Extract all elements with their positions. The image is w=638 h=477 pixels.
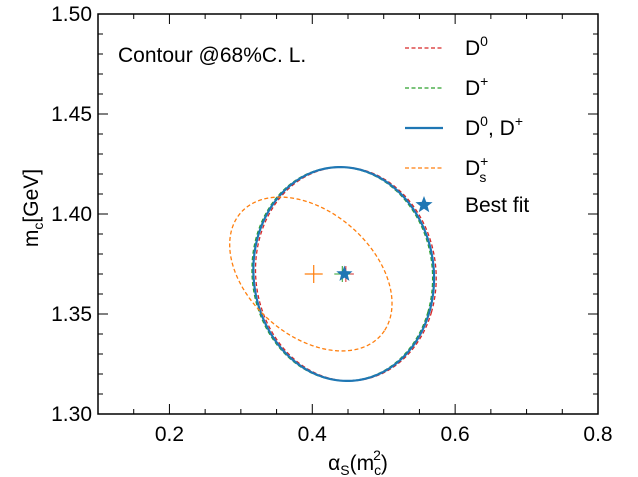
axis-ticks: 0.2 0.4 0.6 0.8 1.30 1.35 1.40 1.45 1.50: [51, 3, 612, 446]
x-axis-label: αS(mc2): [328, 447, 388, 477]
contour-4: [229, 196, 393, 352]
contour-annotation: Contour @68%C. L.: [118, 44, 306, 67]
legend-label-3: D0, D+: [465, 113, 523, 140]
x-tick-label: 0.8: [583, 423, 612, 446]
y-axis-label: mc[GeV]: [20, 169, 46, 247]
y-tick-label: 1.35: [51, 303, 92, 326]
legend-label-2: D+: [465, 73, 488, 100]
y-tick-label: 1.30: [51, 403, 92, 426]
y-tick-label: 1.50: [51, 3, 92, 26]
contour-3: [252, 165, 436, 383]
legend-label-4: D+ s: [465, 153, 488, 185]
x-tick-label: 0.4: [298, 423, 328, 446]
legend-label-1: D0: [465, 33, 488, 60]
y-tick-label: 1.40: [51, 203, 92, 226]
best-fit-star: [336, 265, 353, 281]
legend: D0 D+ D0, D+ D+ s Best fit: [405, 33, 529, 217]
x-tick-label: 0.2: [155, 423, 184, 446]
legend-label-best-fit: Best fit: [465, 194, 529, 217]
y-tick-label: 1.45: [51, 103, 92, 126]
legend-star-icon: [415, 196, 433, 213]
plot-area: [229, 165, 437, 383]
x-tick-label: 0.6: [441, 423, 470, 446]
